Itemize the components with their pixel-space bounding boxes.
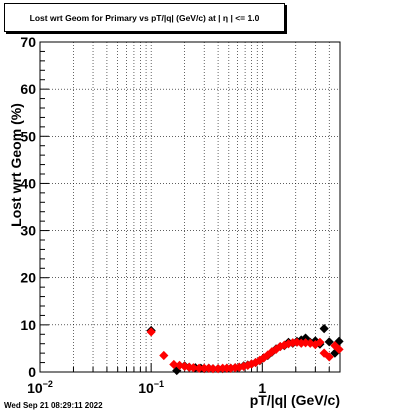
data-point bbox=[174, 360, 185, 370]
data-point bbox=[330, 341, 340, 351]
data-point bbox=[250, 357, 261, 368]
data-point bbox=[188, 363, 199, 373]
data-point bbox=[239, 361, 249, 371]
data-point bbox=[324, 337, 334, 347]
y-tick-label: 50 bbox=[20, 128, 36, 144]
y-tick-label: 20 bbox=[20, 270, 36, 286]
data-point bbox=[213, 364, 223, 374]
y-tick-label: 10 bbox=[20, 317, 36, 333]
data-point bbox=[172, 365, 182, 376]
timestamp: Wed Sep 21 08:29:11 2022 bbox=[4, 401, 103, 410]
x-tick-label: 10−2 bbox=[27, 379, 53, 396]
data-point bbox=[315, 337, 325, 347]
data-point bbox=[259, 353, 269, 363]
y-tick-label: 70 bbox=[20, 34, 36, 50]
data-point bbox=[324, 352, 334, 362]
chart-title: Lost wrt Geom for Primary vs pT/|q| (GeV… bbox=[4, 3, 285, 32]
data-point bbox=[292, 337, 302, 347]
data-point bbox=[279, 340, 289, 350]
x-axis-label: pT/|q| (GeV/c) bbox=[250, 392, 340, 408]
data-point bbox=[199, 363, 209, 373]
data-point bbox=[146, 327, 156, 337]
data-markers bbox=[146, 324, 344, 376]
data-point bbox=[310, 340, 320, 350]
y-tick-label: 0 bbox=[28, 364, 36, 380]
tick-labels: 0 10 20 30 40 50 60 70 10−2 10−1 1 bbox=[20, 34, 266, 396]
y-tick-label: 30 bbox=[20, 223, 36, 239]
y-tick-label: 40 bbox=[20, 175, 36, 191]
axis-ticks bbox=[39, 41, 341, 373]
data-point bbox=[334, 344, 344, 354]
grid-lines bbox=[40, 42, 340, 372]
y-axis-label: Lost wrt Geom (%) bbox=[8, 103, 24, 227]
x-tick-label: 1 bbox=[258, 380, 266, 396]
data-point bbox=[169, 359, 179, 370]
data-point bbox=[194, 363, 204, 373]
data-point bbox=[243, 360, 253, 370]
x-tick-label: 10−1 bbox=[138, 379, 164, 396]
data-point bbox=[159, 350, 169, 361]
data-point bbox=[208, 364, 218, 374]
data-point bbox=[330, 348, 340, 358]
data-point bbox=[180, 361, 190, 371]
data-point bbox=[271, 344, 281, 354]
data-point bbox=[334, 336, 344, 346]
data-point bbox=[319, 348, 329, 358]
plot-frame bbox=[39, 41, 341, 373]
y-tick-label: 60 bbox=[20, 81, 36, 97]
data-point bbox=[319, 324, 329, 334]
